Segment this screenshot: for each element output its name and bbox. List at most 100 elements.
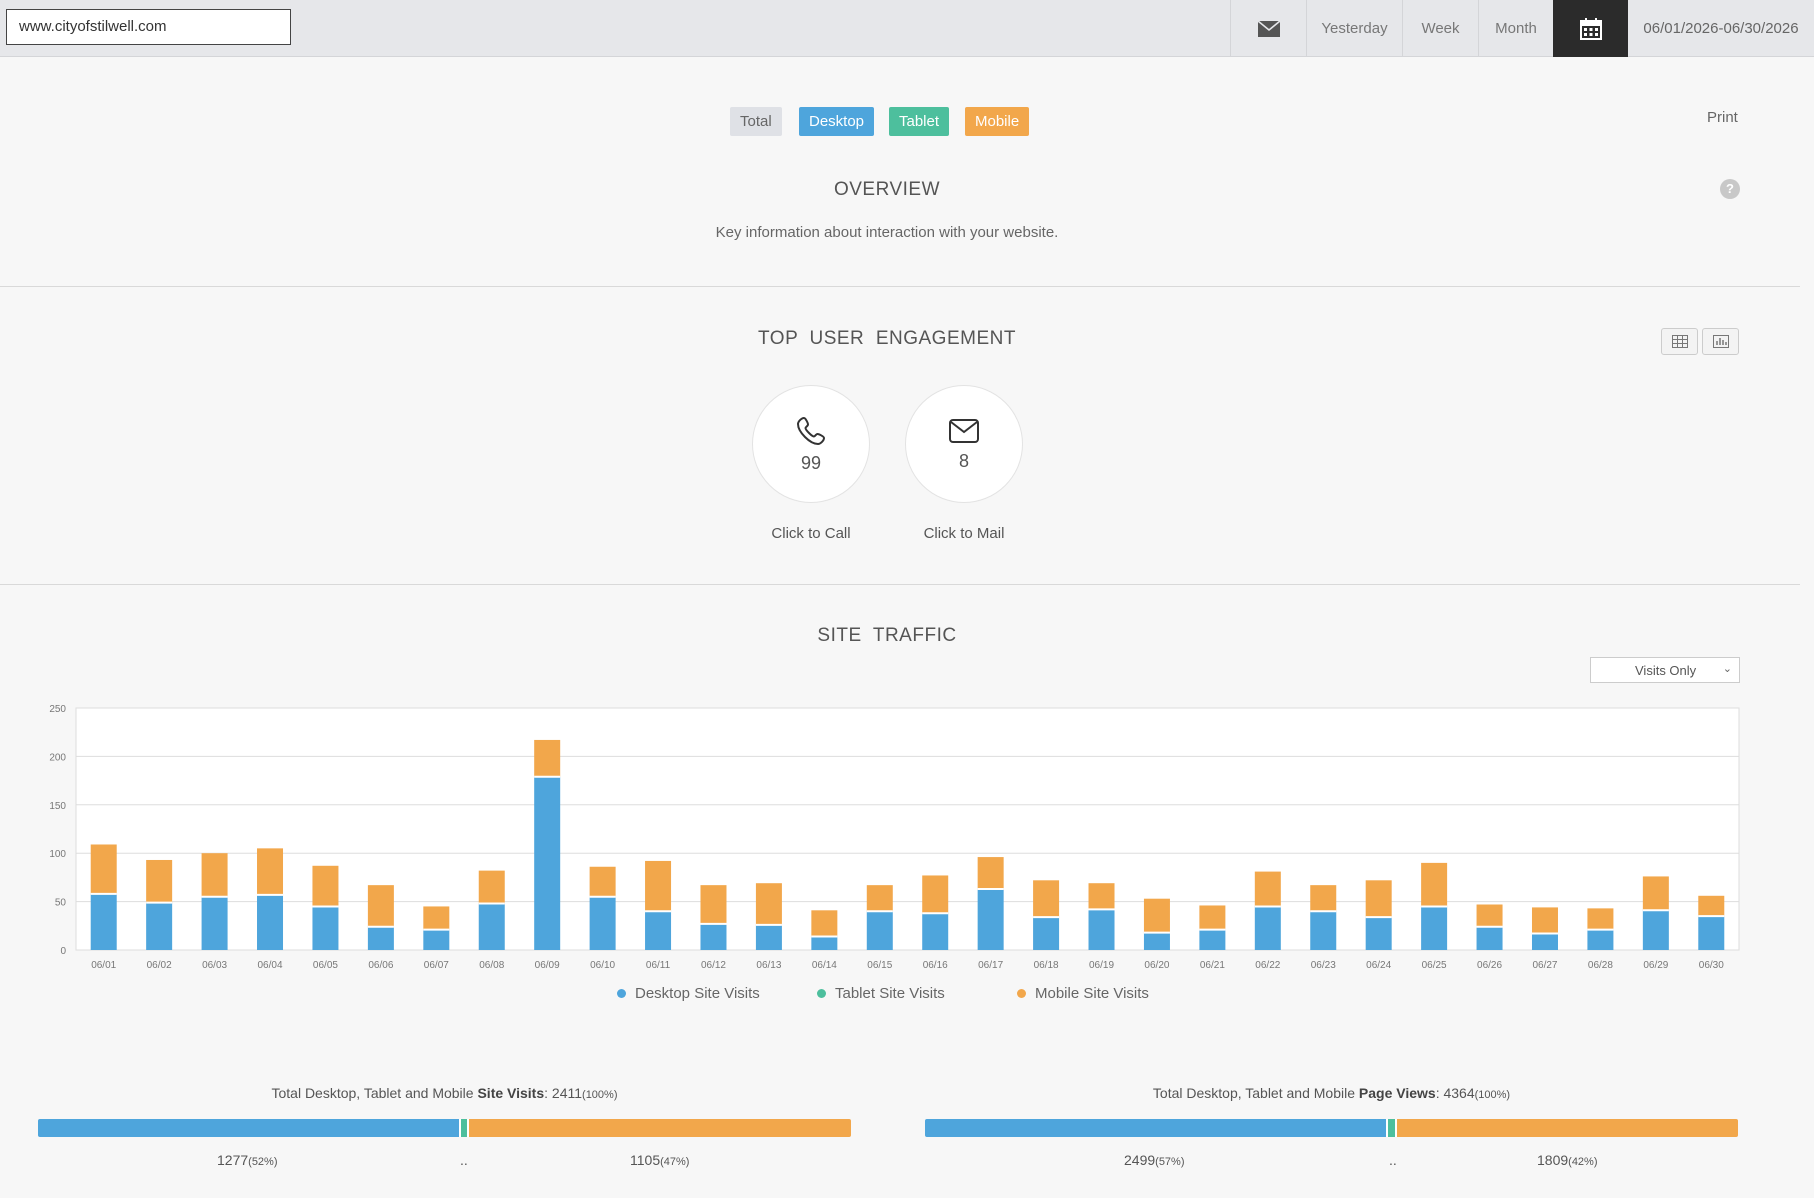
click-to-mail-label: Click to Mail (923, 525, 1005, 542)
x-tick-label: 06/05 (313, 960, 338, 971)
month-button[interactable]: Month (1478, 0, 1553, 57)
bar-desktop (755, 924, 782, 950)
bar-mobile (1421, 862, 1448, 907)
bar-mobile (367, 885, 394, 927)
legend-label-mobile: Mobile Site Visits (1035, 985, 1149, 1002)
click-to-call-label: Click to Call (771, 525, 851, 542)
help-icon[interactable]: ? (1720, 179, 1740, 199)
bar-desktop (1254, 906, 1281, 950)
x-tick-label: 06/10 (590, 960, 615, 971)
x-tick-label: 06/28 (1588, 960, 1613, 971)
x-tick-label: 06/14 (812, 960, 837, 971)
legend-dot-desktop (617, 989, 626, 998)
x-tick-label: 06/22 (1255, 960, 1280, 971)
table-icon (1671, 335, 1688, 348)
bar-desktop (146, 902, 173, 950)
filter-mobile-chip[interactable]: Mobile (965, 107, 1030, 136)
click-to-mail-card: 8 (905, 385, 1023, 503)
bar-desktop (1421, 906, 1448, 950)
pageviews-tablet-value: .. (1389, 1152, 1397, 1168)
calendar-icon (1579, 17, 1602, 40)
filter-tablet-chip[interactable]: Tablet (889, 107, 950, 136)
bar-desktop (645, 911, 672, 950)
bar-desktop (1698, 916, 1725, 950)
filter-desktop-chip[interactable]: Desktop (799, 107, 875, 136)
total-visits-bar (38, 1119, 851, 1137)
bar-mobile (423, 906, 450, 930)
total-pageviews-prefix: Total Desktop, Tablet and Mobile (1152, 1085, 1359, 1101)
x-tick-label: 06/27 (1532, 960, 1557, 971)
bar-desktop (1199, 929, 1226, 950)
x-tick-label: 06/29 (1643, 960, 1668, 971)
legend-mobile[interactable]: Mobile Site Visits (1017, 985, 1149, 1002)
week-button[interactable]: Week (1402, 0, 1478, 57)
chart-view-button[interactable] (1702, 328, 1739, 355)
bar-desktop (1310, 911, 1337, 950)
y-tick-label: 200 (49, 752, 66, 763)
x-tick-label: 06/01 (91, 960, 116, 971)
x-tick-label: 06/02 (147, 960, 172, 971)
x-tick-label: 06/18 (1034, 960, 1059, 971)
mail-count: 8 (958, 450, 969, 471)
bar-desktop (1088, 909, 1115, 950)
bar-mobile (312, 865, 339, 907)
legend-desktop[interactable]: Desktop Site Visits (617, 985, 760, 1002)
bar-mobile (1531, 907, 1558, 934)
chevron-down-icon: ⌄ (1722, 663, 1732, 675)
overview-subtitle: Key information about interaction with y… (715, 224, 1059, 241)
visits-mobile-value: 1105(47%) (630, 1152, 690, 1168)
x-tick-label: 06/21 (1200, 960, 1225, 971)
section-divider (0, 286, 1800, 287)
y-tick-label: 150 (49, 801, 66, 812)
bar-mobile (645, 860, 672, 912)
print-link[interactable]: Print (1707, 109, 1738, 126)
bar-desktop (1365, 917, 1392, 950)
pageviews-mobile-value: 1809(42%) (1537, 1152, 1598, 1168)
site-traffic-title: SITE TRAFFIC (817, 625, 957, 646)
bar-desktop (1531, 933, 1558, 950)
bar-desktop (1143, 932, 1170, 950)
x-tick-label: 06/11 (646, 960, 671, 971)
top-bar: www.cityofstilwell.com Yesterday Week Mo… (0, 0, 1814, 57)
x-tick-label: 06/13 (756, 960, 781, 971)
x-tick-label: 06/06 (368, 960, 393, 971)
click-to-call-card: 99 (752, 385, 870, 503)
legend-dot-tablet (817, 989, 826, 998)
traffic-metric-value: Visits Only (1635, 662, 1697, 678)
email-report-button[interactable] (1230, 0, 1306, 57)
bar-mobile (1365, 880, 1392, 918)
bar-desktop (201, 896, 228, 950)
pageviews-mobile-segment (1396, 1119, 1738, 1137)
bar-mobile (1033, 880, 1060, 918)
date-range-label[interactable]: 06/01/2026-06/30/2026 (1643, 20, 1799, 37)
calendar-button[interactable] (1553, 0, 1628, 57)
legend-tablet[interactable]: Tablet Site Visits (817, 985, 945, 1002)
y-tick-label: 50 (55, 898, 67, 909)
total-pageviews-bar (925, 1119, 1738, 1137)
legend-label-tablet: Tablet Site Visits (835, 985, 945, 1002)
bar-mobile (589, 866, 616, 897)
pageviews-tablet-segment (1388, 1119, 1397, 1137)
site-selector-input[interactable]: www.cityofstilwell.com (6, 9, 291, 45)
x-tick-label: 06/26 (1477, 960, 1502, 971)
bar-desktop (1033, 917, 1060, 950)
overview-title: OVERVIEW (833, 179, 941, 200)
visits-desktop-value: 1277(52%) (217, 1152, 278, 1168)
x-tick-label: 06/24 (1366, 960, 1391, 971)
y-tick-label: 100 (49, 849, 66, 860)
traffic-metric-select[interactable]: Visits Only ⌄ (1590, 657, 1740, 683)
bar-desktop (811, 936, 838, 950)
x-tick-label: 06/07 (424, 960, 449, 971)
total-visits-caption: Total Desktop, Tablet and Mobile Site Vi… (38, 1085, 851, 1101)
plot-area (75, 707, 1740, 951)
phone-icon (797, 416, 825, 445)
filter-total-chip[interactable]: Total (730, 107, 782, 136)
table-view-button[interactable] (1661, 328, 1698, 355)
bar-mobile (146, 859, 173, 903)
bar-mobile (1254, 871, 1281, 907)
x-tick-label: 06/20 (1144, 960, 1169, 971)
x-tick-label: 06/19 (1089, 960, 1114, 971)
bar-mobile (478, 870, 505, 904)
x-tick-label: 06/12 (701, 960, 726, 971)
yesterday-button[interactable]: Yesterday (1306, 0, 1402, 57)
